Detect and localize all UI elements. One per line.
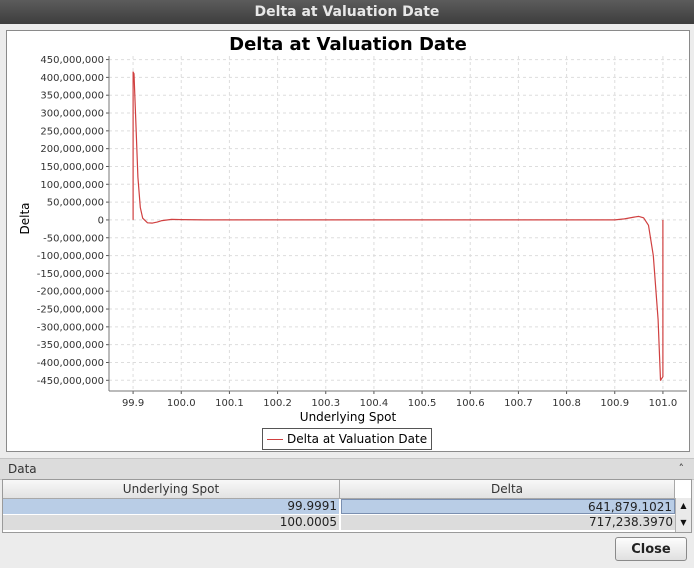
series-line-0 [132, 71, 664, 381]
x-tick-label: 100.0 [167, 398, 196, 409]
y-tick-label: 200,000,000 [40, 144, 104, 155]
y-tick-label: 400,000,000 [40, 73, 104, 84]
table-scrollbar[interactable]: ▲ ▼ [675, 498, 691, 532]
x-tick-label: 100.3 [311, 398, 340, 409]
scroll-up-icon[interactable]: ▲ [680, 501, 687, 510]
collapse-icon[interactable]: ˄ [678, 462, 685, 475]
y-tick-label: -50,000,000 [43, 233, 104, 244]
x-tick-label: 100.7 [504, 398, 533, 409]
y-tick-label: 350,000,000 [40, 91, 104, 102]
chart-legend: Delta at Valuation Date [262, 428, 433, 450]
column-header-underlying-spot[interactable]: Underlying Spot [3, 480, 340, 498]
y-tick-label: -350,000,000 [37, 340, 104, 351]
y-tick-label: -450,000,000 [37, 376, 104, 387]
data-section-label: Data [8, 462, 37, 476]
chart-panel: Delta at Valuation Date 450,000,000 400,00… [6, 30, 690, 452]
legend-series-label: Delta at Valuation Date [287, 432, 428, 446]
legend-line-swatch [267, 439, 283, 440]
x-tick-label: 100.4 [360, 398, 389, 409]
y-tick-label: 0 [98, 215, 104, 226]
cell-underlying-spot[interactable]: 99.9991 [3, 499, 339, 514]
y-tick-label: 300,000,000 [40, 109, 104, 120]
x-tick-label: 100.1 [215, 398, 244, 409]
chart-title: Delta at Valuation Date [229, 34, 467, 55]
y-axis-label: Delta [18, 202, 32, 234]
x-tick-label: 100.2 [263, 398, 292, 409]
scroll-down-icon[interactable]: ▼ [680, 518, 687, 527]
y-tick-label: 450,000,000 [40, 55, 104, 66]
plot-area [109, 56, 687, 391]
data-table: Underlying Spot Delta 99.9991 641,879.10… [2, 479, 692, 533]
y-tick-label: 100,000,000 [40, 180, 104, 191]
x-tick-label: 99.9 [122, 398, 144, 409]
table-row[interactable]: 99.9991 641,879.1021 [3, 499, 675, 514]
y-tick-label: 50,000,000 [47, 198, 104, 209]
close-button[interactable]: Close [615, 537, 687, 561]
y-tick-label: 250,000,000 [40, 126, 104, 137]
cell-delta[interactable]: 641,879.1021 [341, 499, 675, 514]
y-tick-label: -200,000,000 [37, 287, 104, 298]
y-tick-label: 150,000,000 [40, 162, 104, 173]
delta-chart: Delta at Valuation Date 450,000,000 400,00… [18, 34, 687, 424]
y-tick-label: -150,000,000 [37, 269, 104, 280]
x-tick-label: 100.9 [600, 398, 629, 409]
x-tick-label: 100.5 [408, 398, 437, 409]
data-section-header[interactable]: Data ˄ [0, 458, 694, 480]
x-tick-label: 101.0 [649, 398, 678, 409]
y-tick-label: -250,000,000 [37, 305, 104, 316]
x-axis-label: Underlying Spot [300, 410, 397, 424]
x-tick-label: 100.8 [552, 398, 581, 409]
x-tick-label: 100.6 [456, 398, 485, 409]
table-header: Underlying Spot Delta [3, 480, 675, 499]
table-row[interactable]: 100.0005 717,238.3970 [3, 515, 675, 530]
cell-delta[interactable]: 717,238.3970 [341, 515, 675, 530]
column-header-delta[interactable]: Delta [340, 480, 675, 498]
y-tick-label: -100,000,000 [37, 251, 104, 262]
y-tick-label: -400,000,000 [37, 358, 104, 369]
y-tick-label: -300,000,000 [37, 322, 104, 333]
cell-underlying-spot[interactable]: 100.0005 [3, 515, 339, 530]
window-title: Delta at Valuation Date [0, 0, 694, 24]
